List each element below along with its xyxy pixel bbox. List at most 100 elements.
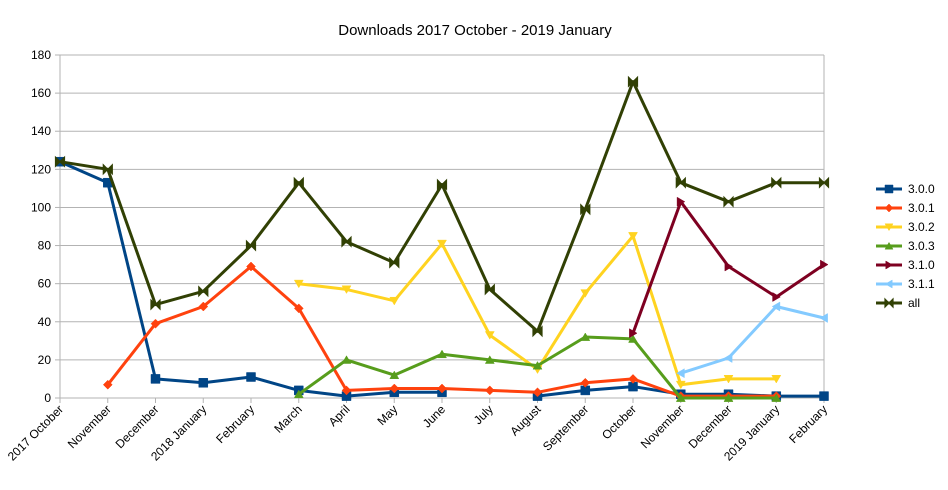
legend-marker: [884, 297, 894, 309]
data-point-all: [580, 203, 591, 216]
data-point-3.0.2: [484, 331, 495, 340]
legend-marker: [885, 260, 894, 270]
legend-label: all: [908, 296, 920, 310]
data-point-all: [675, 176, 686, 189]
legend: 3.0.0 3.0.1 3.0.2 3.0.3 3.1.0 3.1.1 all: [876, 182, 935, 310]
y-tick-label: 100: [31, 200, 51, 214]
data-point-all: [150, 298, 161, 311]
legend-label: 3.0.2: [908, 220, 935, 234]
legend-item-3.1.1: 3.1.1: [876, 277, 935, 291]
data-point-3.0.2: [341, 285, 352, 294]
data-point-3.0.0: [198, 378, 209, 388]
data-point-3.0.2: [293, 279, 304, 289]
data-point-3.0.3: [580, 332, 591, 341]
data-point-3.0.1: [150, 318, 161, 329]
data-point-3.0.1: [198, 301, 209, 312]
x-tick-label: 2017 October: [5, 402, 66, 463]
data-point-3.0.3: [293, 389, 304, 399]
data-point-3.0.3: [675, 393, 686, 402]
data-point-all: [818, 176, 830, 189]
series-3.0.3: [293, 332, 782, 402]
y-tick-label: 140: [31, 124, 51, 138]
data-point-all: [723, 195, 734, 208]
data-point-all: [771, 176, 782, 189]
data-point-3.0.2: [437, 239, 447, 249]
series-all: [54, 75, 830, 338]
x-tick-label: September: [540, 402, 591, 453]
legend-marker: [884, 241, 894, 250]
grid-lines: [60, 54, 825, 399]
x-tick-label: March: [271, 402, 304, 435]
data-point-3.0.1: [246, 261, 256, 272]
data-point-all: [389, 256, 400, 269]
data-point-3.1.1: [676, 368, 685, 379]
data-point-3.0.2: [580, 289, 591, 298]
chart-title: Downloads 2017 October - 2019 January: [338, 22, 612, 39]
data-point-all: [436, 178, 448, 191]
data-point-3.0.3: [723, 393, 734, 402]
data-point-3.1.0: [629, 328, 638, 339]
data-point-3.1.1: [724, 353, 733, 363]
data-point-all: [341, 235, 352, 248]
data-point-3.0.1: [437, 383, 447, 394]
x-tick-label: November: [65, 402, 114, 451]
x-tick-label: June: [420, 402, 449, 431]
data-point-3.0.1: [580, 377, 591, 388]
legend-item-3.0.3: 3.0.3: [876, 239, 935, 253]
data-point-3.0.1: [484, 385, 495, 396]
series-line-3.1.1: [680, 305, 825, 375]
x-tick-label: August: [507, 402, 544, 439]
legend-item-3.1.0: 3.1.0: [876, 258, 935, 272]
data-point-3.0.0: [246, 372, 256, 382]
data-point-all: [532, 325, 543, 338]
data-point-3.0.2: [389, 296, 400, 306]
x-tick-label: July: [471, 402, 496, 427]
legend-label: 3.0.1: [908, 201, 935, 215]
data-point-3.0.2: [771, 375, 782, 384]
legend-label: 3.1.1: [908, 277, 935, 291]
series-3.1.1: [676, 301, 828, 379]
x-tick-label: February: [213, 402, 257, 446]
data-point-3.1.1: [819, 313, 828, 323]
x-tick-label: April: [326, 402, 353, 429]
data-point-3.0.3: [484, 355, 495, 364]
data-point-3.1.0: [772, 292, 781, 302]
y-tick-label: 160: [31, 86, 51, 100]
y-tick-label: 120: [31, 162, 51, 176]
legend-marker: [884, 184, 894, 194]
data-point-3.0.1: [293, 303, 304, 314]
legend-label: 3.0.3: [908, 239, 935, 253]
data-point-3.0.2: [628, 232, 638, 241]
legend-item-all: all: [876, 296, 920, 310]
data-point-all: [484, 283, 495, 296]
data-point-3.0.0: [819, 391, 829, 401]
legend-marker: [884, 223, 894, 232]
data-point-all: [293, 176, 304, 189]
data-point-3.0.3: [628, 334, 638, 343]
data-point-all: [198, 285, 209, 298]
y-tick-label: 40: [38, 315, 52, 329]
legend-item-3.0.1: 3.0.1: [876, 201, 935, 215]
data-point-3.0.1: [341, 385, 352, 396]
legend-item-3.0.2: 3.0.2: [876, 220, 935, 234]
data-point-3.0.3: [389, 370, 400, 379]
series-3.1.0: [629, 196, 829, 339]
data-point-3.1.0: [820, 259, 829, 270]
data-point-3.0.1: [102, 379, 113, 390]
series-line-all: [59, 80, 824, 333]
data-point-3.0.0: [103, 177, 113, 188]
legend-marker: [884, 203, 894, 213]
data-point-3.0.3: [437, 349, 447, 359]
data-point-3.0.1: [532, 387, 543, 398]
legend-marker: [884, 279, 893, 289]
data-point-3.0.1: [389, 383, 400, 394]
data-point-3.1.0: [676, 196, 686, 207]
data-point-all: [54, 155, 66, 168]
data-point-3.1.0: [724, 261, 733, 272]
x-tick-label: November: [638, 402, 687, 451]
data-point-all: [245, 239, 257, 252]
x-tick-label: May: [374, 402, 400, 428]
series-group: [54, 75, 830, 402]
